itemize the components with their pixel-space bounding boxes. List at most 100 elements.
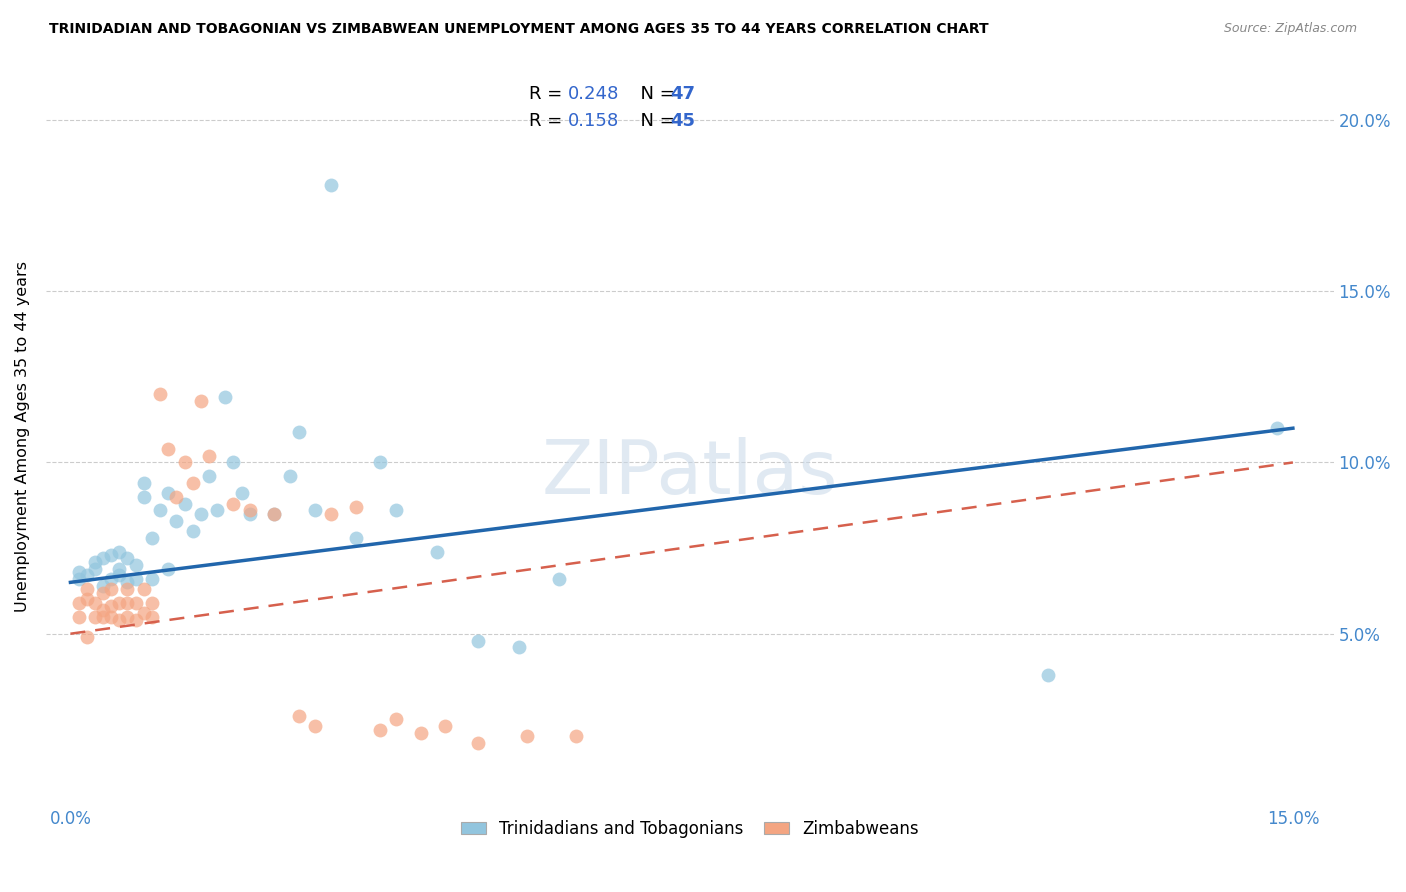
Point: [117, 575, 139, 590]
Point: [100, 609, 122, 624]
Point: [67, 596, 90, 610]
Point: [108, 613, 131, 627]
Point: [564, 730, 586, 744]
Text: ZIPatlas: ZIPatlas: [541, 437, 838, 510]
Point: [67, 565, 90, 579]
Point: [165, 490, 187, 504]
Point: [157, 442, 180, 456]
Point: [516, 730, 538, 744]
Point: [132, 490, 155, 504]
Point: [117, 596, 139, 610]
Point: [91, 579, 114, 593]
Point: [91, 603, 114, 617]
Text: Source: ZipAtlas.com: Source: ZipAtlas.com: [1223, 22, 1357, 36]
Point: [100, 572, 122, 586]
Point: [287, 709, 309, 723]
Point: [117, 609, 139, 624]
Point: [173, 455, 195, 469]
Point: [287, 425, 309, 439]
Point: [108, 596, 131, 610]
Point: [304, 503, 326, 517]
Text: 0.158: 0.158: [568, 112, 619, 130]
Point: [239, 503, 262, 517]
Point: [117, 582, 139, 597]
Point: [100, 548, 122, 562]
Point: [508, 640, 530, 655]
Point: [67, 572, 90, 586]
Point: [1038, 668, 1060, 682]
Point: [190, 507, 212, 521]
Text: R =: R =: [529, 112, 568, 130]
Point: [83, 561, 105, 575]
Point: [239, 507, 262, 521]
Point: [83, 596, 105, 610]
Point: [117, 551, 139, 566]
Point: [181, 524, 204, 538]
Point: [181, 475, 204, 490]
Point: [91, 585, 114, 599]
Point: [124, 613, 146, 627]
Point: [190, 393, 212, 408]
Point: [198, 449, 221, 463]
Point: [141, 596, 163, 610]
Text: R =: R =: [529, 85, 568, 103]
Text: 47: 47: [671, 85, 696, 103]
Point: [83, 555, 105, 569]
Point: [222, 455, 245, 469]
Legend: Trinidadians and Tobagonians, Zimbabweans: Trinidadians and Tobagonians, Zimbabwean…: [454, 814, 925, 845]
Text: 45: 45: [671, 112, 696, 130]
Point: [149, 387, 172, 401]
Point: [76, 592, 98, 607]
Point: [263, 507, 285, 521]
Point: [344, 500, 367, 514]
Point: [231, 486, 253, 500]
Point: [100, 599, 122, 614]
Point: [108, 561, 131, 575]
Point: [548, 572, 571, 586]
Point: [132, 475, 155, 490]
Point: [198, 469, 221, 483]
Text: 0.248: 0.248: [568, 85, 619, 103]
Point: [467, 736, 489, 750]
Text: N =: N =: [630, 112, 681, 130]
Point: [304, 719, 326, 733]
Point: [368, 723, 391, 737]
Point: [426, 544, 449, 558]
Point: [108, 568, 131, 582]
Point: [280, 469, 302, 483]
Point: [157, 561, 180, 575]
Text: TRINIDADIAN AND TOBAGONIAN VS ZIMBABWEAN UNEMPLOYMENT AMONG AGES 35 TO 44 YEARS : TRINIDADIAN AND TOBAGONIAN VS ZIMBABWEAN…: [49, 22, 988, 37]
Point: [83, 609, 105, 624]
Point: [385, 503, 408, 517]
Point: [108, 544, 131, 558]
Point: [149, 503, 172, 517]
Point: [205, 503, 228, 517]
Point: [385, 712, 408, 726]
Point: [368, 455, 391, 469]
Point: [141, 609, 163, 624]
Y-axis label: Unemployment Among Ages 35 to 44 years: Unemployment Among Ages 35 to 44 years: [15, 261, 30, 612]
Point: [67, 609, 90, 624]
Point: [91, 609, 114, 624]
Point: [173, 497, 195, 511]
Point: [214, 390, 236, 404]
Text: N =: N =: [630, 85, 681, 103]
Point: [141, 572, 163, 586]
Point: [141, 531, 163, 545]
Point: [124, 596, 146, 610]
Point: [434, 719, 457, 733]
Point: [124, 572, 146, 586]
Point: [91, 551, 114, 566]
Point: [467, 633, 489, 648]
Point: [1265, 421, 1288, 435]
Point: [157, 486, 180, 500]
Point: [409, 726, 432, 740]
Point: [321, 178, 343, 192]
Point: [165, 514, 187, 528]
Point: [76, 630, 98, 644]
Point: [344, 531, 367, 545]
Point: [76, 582, 98, 597]
Point: [222, 497, 245, 511]
Point: [132, 582, 155, 597]
Point: [76, 568, 98, 582]
